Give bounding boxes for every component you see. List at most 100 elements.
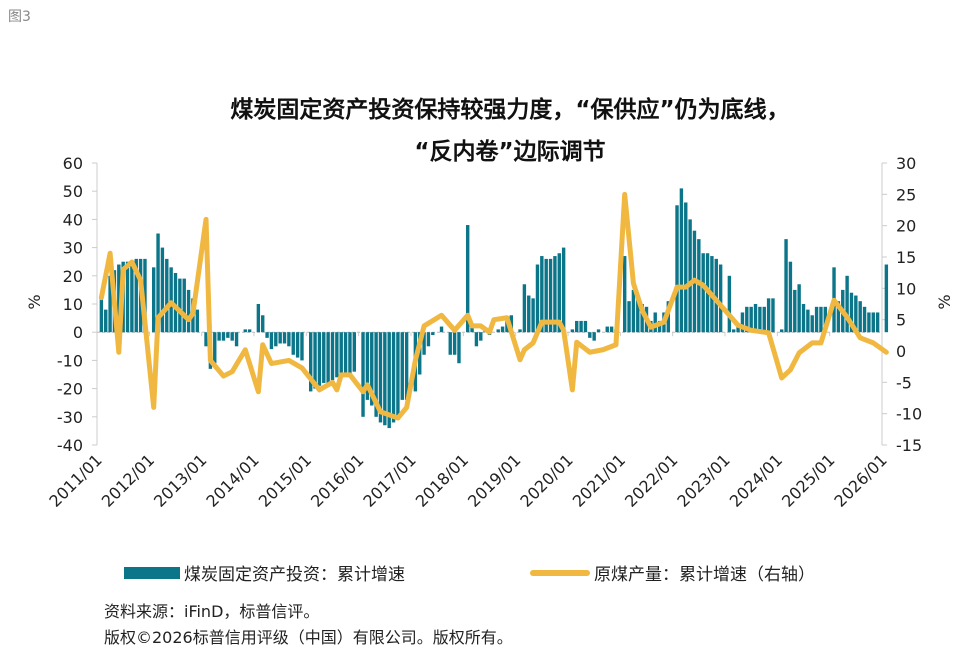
y-axis-left-label: % [25, 294, 44, 309]
investment-bar [169, 267, 173, 333]
investment-bar [583, 320, 588, 333]
source-note: 资料来源：iFinD，标普信评。 [104, 602, 320, 621]
investment-bar [688, 219, 692, 333]
investment-bar [697, 239, 701, 333]
investment-bar [230, 332, 234, 341]
y-left-tick-label: -10 [57, 351, 83, 370]
y-right-tick-label: -10 [896, 405, 922, 424]
investment-bar [701, 253, 705, 333]
investment-bar [592, 332, 596, 341]
investment-bar [130, 261, 134, 333]
investment-bar [282, 332, 287, 344]
investment-bar [732, 329, 736, 333]
legend-item-investment: 煤炭固定资产投资：累计增速 [124, 560, 405, 585]
investment-bar [766, 298, 771, 333]
investment-bar [653, 312, 657, 333]
investment-bar [226, 332, 230, 338]
investment-bar [622, 256, 627, 333]
investment-bar [797, 284, 801, 333]
investment-bar [217, 332, 221, 341]
investment-bar [819, 306, 823, 333]
investment-bar [361, 332, 365, 417]
investment-bar [836, 301, 841, 333]
investment-bar [108, 275, 112, 333]
x-tick-label: 2011/01 [45, 450, 105, 510]
investment-bar [404, 332, 409, 400]
legend-item-production: 原煤产量：累计增速（右轴） [530, 560, 815, 585]
x-tick-label: 2026/01 [830, 450, 890, 510]
y-left-tick-label: 10 [63, 295, 83, 314]
investment-bar [178, 278, 182, 333]
investment-bar [745, 306, 749, 333]
investment-bar [426, 332, 431, 347]
x-tick-label: 2021/01 [569, 450, 629, 510]
investment-bar [374, 332, 378, 417]
investment-bar [862, 306, 867, 333]
investment-bar [479, 332, 483, 341]
investment-bar [269, 332, 274, 350]
legend-label-production: 原煤产量：累计增速（右轴） [594, 565, 815, 585]
investment-bar [740, 312, 745, 333]
investment-bar [605, 326, 609, 333]
investment-bar [544, 258, 548, 333]
investment-bar [771, 298, 775, 333]
x-tick-label: 2024/01 [726, 450, 786, 510]
investment-bar [195, 309, 200, 333]
investment-bar [448, 332, 452, 355]
investment-bar [570, 329, 575, 333]
y-right-tick-label: 5 [896, 311, 906, 330]
investment-bar [588, 332, 592, 338]
investment-bar [540, 256, 544, 333]
copyright-note: 版权©2026标普信用评级（中国）有限公司。版权所有。 [104, 628, 513, 647]
investment-bar [858, 301, 862, 333]
investment-bar [496, 329, 500, 333]
investment-bar [308, 332, 313, 392]
investment-bar [99, 295, 104, 333]
y-right-tick-label: 30 [896, 154, 916, 173]
investment-bar [256, 304, 261, 333]
investment-bar [758, 306, 762, 333]
investment-bar [274, 332, 278, 347]
investment-bar [474, 332, 479, 347]
investment-bar [871, 312, 875, 333]
investment-bar [714, 258, 718, 333]
investment-bar [522, 284, 527, 333]
y-right-tick-label: 20 [896, 217, 916, 236]
x-tick-label: 2023/01 [673, 450, 733, 510]
investment-bar [156, 233, 160, 333]
investment-bar [806, 309, 810, 333]
legend-label-investment: 煤炭固定资产投资：累计增速 [184, 565, 405, 585]
investment-bar [505, 320, 509, 333]
x-tick-label: 2022/01 [621, 450, 681, 510]
production-line [98, 191, 889, 421]
investment-bar [814, 306, 819, 333]
investment-bar [801, 304, 806, 333]
investment-bar [854, 295, 858, 333]
investment-bar [186, 289, 191, 333]
investment-bar [548, 258, 553, 333]
legend-bar-swatch [124, 566, 180, 579]
investment-bar [300, 332, 304, 361]
investment-bar [875, 312, 880, 333]
investment-bar [165, 258, 169, 333]
investment-bar [234, 332, 239, 347]
investment-bar [470, 326, 474, 333]
y-right-tick-label: 10 [896, 279, 916, 298]
y-right-tick-label: 25 [896, 185, 916, 204]
investment-bar [452, 332, 457, 355]
investment-bar [718, 264, 723, 333]
investment-bar [330, 332, 335, 381]
investment-bar [291, 332, 295, 355]
investment-bar [370, 332, 374, 406]
investment-bar [439, 326, 444, 333]
y-right-tick-label: 15 [896, 248, 916, 267]
investment-bar [317, 332, 322, 386]
investment-bar [265, 332, 269, 338]
y-left-tick-label: -20 [57, 380, 83, 399]
investment-bar [518, 329, 522, 333]
x-tick-label: 2018/01 [412, 450, 472, 510]
investment-bar [134, 258, 138, 333]
investment-bar [335, 332, 339, 378]
